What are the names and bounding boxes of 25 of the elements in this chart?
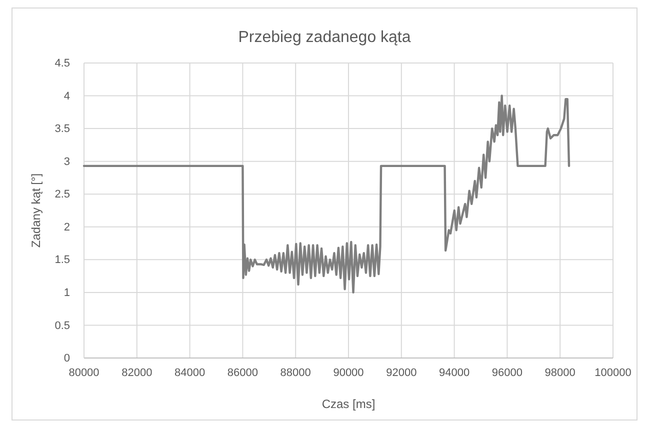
x-tick-label: 86000: [227, 366, 258, 379]
y-tick-label: 3: [64, 156, 70, 168]
y-tick-label: 4.5: [54, 58, 70, 70]
x-tick-label: 84000: [174, 366, 206, 379]
x-tick-label: 98000: [544, 366, 576, 379]
x-tick-label: 80000: [68, 366, 100, 379]
x-axis-title: Czas [ms]: [322, 397, 376, 411]
x-tick-label: 90000: [333, 366, 364, 379]
y-tick-label: 3.5: [54, 123, 70, 136]
y-tick-label: 0: [64, 352, 70, 365]
y-tick-label: 4: [64, 90, 70, 102]
y-axis-title: Zadany kąt [°]: [29, 173, 43, 248]
x-tick-label: 82000: [122, 366, 152, 379]
chart-title: Przebieg zadanego kąta: [238, 29, 411, 46]
y-tick-label: 2.5: [54, 188, 70, 201]
x-tick-label: 100000: [594, 366, 632, 379]
x-tick-label: 92000: [386, 366, 417, 379]
line-series: [82, 94, 570, 294]
x-tick-label: 94000: [439, 366, 470, 379]
y-tick-label: 1: [64, 286, 70, 299]
x-tick-label: 96000: [492, 366, 522, 379]
y-tick-label: 0.5: [54, 320, 70, 332]
x-tick-label: 88000: [280, 366, 311, 379]
y-tick-label: 2: [64, 221, 70, 234]
y-tick-label: 1.5: [54, 254, 70, 266]
